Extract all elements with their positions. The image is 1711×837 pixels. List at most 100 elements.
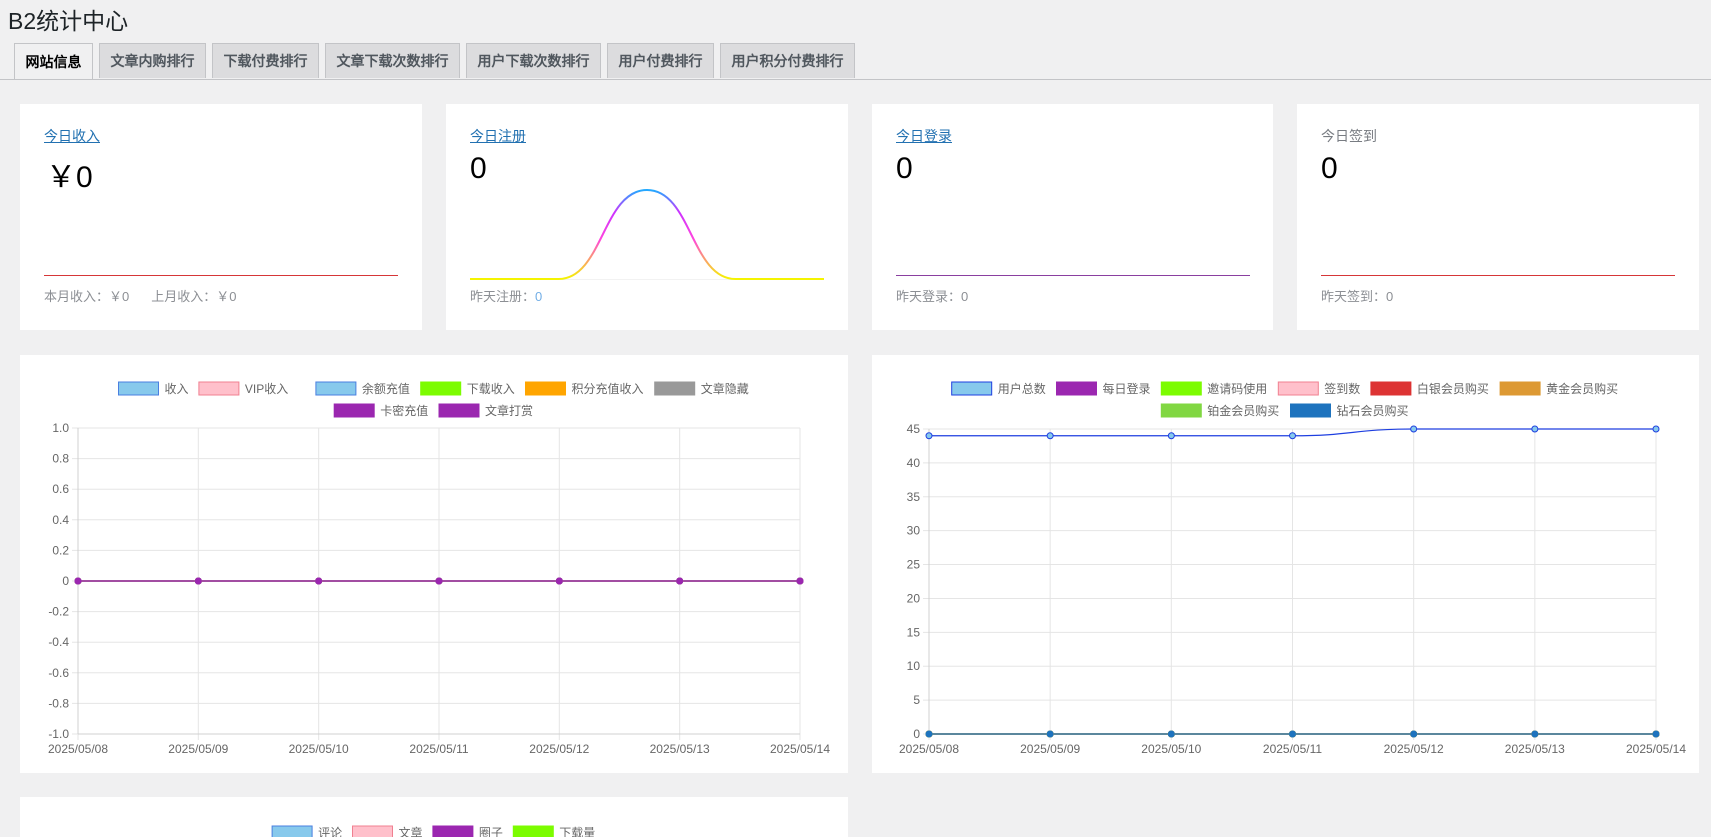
data-point[interactable] [1046, 730, 1054, 738]
data-point[interactable] [676, 577, 684, 585]
data-point[interactable] [1167, 432, 1175, 440]
y-tick-label: 15 [907, 625, 921, 639]
legend-item[interactable]: 用户总数 [951, 381, 1046, 396]
yesterday-login-value: 0 [961, 289, 969, 304]
legend-swatch [1290, 403, 1331, 418]
legend-item[interactable]: 下载量 [512, 825, 595, 837]
legend-swatch [198, 381, 240, 396]
x-tick-label: 2025/05/12 [1384, 742, 1444, 756]
legend-item[interactable]: 评论 [271, 825, 342, 837]
legend-label: 圈子 [479, 826, 503, 837]
users-chart-card: 用户总数 每日登录 邀请码使用 签到数 白银会员购买 黄金会员购买铂金会员购买 钻石会员购买… [872, 355, 1699, 773]
y-tick-label: 0 [913, 727, 920, 741]
data-point[interactable] [194, 577, 202, 585]
today-login-value: 0 [896, 152, 913, 185]
legend-item[interactable]: 下载收入 [420, 381, 515, 396]
x-tick-label: 2025/05/10 [289, 742, 349, 756]
yesterday-checkin-label: 昨天签到： [1321, 289, 1387, 304]
tab-user-download-count-rank[interactable]: 用户下载次数排行 [466, 43, 601, 78]
legend-label: 文章隐藏 [701, 381, 749, 396]
y-tick-label: 0.6 [52, 482, 69, 496]
data-point[interactable] [1167, 730, 1175, 738]
tab-user-pay-rank[interactable]: 用户付费排行 [607, 43, 714, 78]
data-point[interactable] [1289, 432, 1296, 440]
tab-article-purchase-rank[interactable]: 文章内购排行 [99, 43, 206, 78]
y-tick-label: -0.8 [48, 696, 69, 710]
legend-label: 邀请码使用 [1207, 381, 1267, 396]
legend-item[interactable]: 文章 [352, 825, 423, 837]
register-sparkline [470, 188, 824, 280]
x-tick-label: 2025/05/13 [1505, 742, 1565, 756]
month-income-label: 本月收入： [44, 289, 110, 304]
legend-swatch [315, 381, 357, 396]
y-tick-label: 1.0 [52, 421, 69, 435]
legend-swatch [525, 381, 566, 396]
legend-item[interactable]: 签到数 [1277, 381, 1360, 396]
stat-card-checkin: 今日签到 0 昨天签到：0 [1297, 104, 1699, 330]
legend-swatch [118, 381, 159, 396]
data-point[interactable] [74, 577, 82, 585]
data-point[interactable] [315, 577, 323, 585]
legend-swatch [352, 825, 393, 837]
legend-swatch [1160, 381, 1202, 396]
data-point[interactable] [1652, 425, 1660, 433]
legend-swatch [654, 381, 696, 396]
legend-item[interactable]: 圈子 [432, 825, 503, 837]
page-title: B2统计中心 [8, 8, 129, 34]
legend-item[interactable]: 余额充值 [315, 381, 410, 396]
y-tick-label: 0.4 [52, 513, 69, 527]
legend-item[interactable]: 积分充值收入 [525, 381, 644, 396]
y-tick-label: 0 [62, 574, 69, 588]
legend-item[interactable]: 黄金会员购买 [1499, 381, 1618, 396]
today-income-value: ￥0 [46, 161, 93, 194]
last-month-income-label: 上月收入： [151, 289, 217, 304]
x-tick-label: 2025/05/08 [899, 742, 959, 756]
data-point[interactable] [1531, 730, 1539, 738]
legend-label: 白银会员购买 [1417, 381, 1489, 396]
y-tick-label: -1.0 [48, 727, 69, 741]
tab-site-info[interactable]: 网站信息 [14, 43, 93, 79]
data-point[interactable] [1531, 425, 1539, 433]
legend-swatch [1499, 381, 1541, 396]
legend-swatch [1160, 403, 1202, 418]
today-login-link[interactable]: 今日登录 [896, 128, 952, 144]
today-income-link[interactable]: 今日收入 [44, 128, 100, 144]
x-tick-label: 2025/05/14 [770, 742, 830, 756]
legend-item[interactable]: 文章打赏 [438, 403, 533, 418]
legend-item[interactable]: 文章隐藏 [654, 381, 749, 396]
y-tick-label: 0.2 [52, 543, 69, 557]
x-tick-label: 2025/05/09 [1020, 742, 1080, 756]
stat-card-income: 今日收入 ￥0 本月收入：￥0 上月收入：￥0 [20, 104, 422, 330]
data-point[interactable] [555, 577, 563, 585]
data-point[interactable] [1652, 730, 1660, 738]
legend-item[interactable]: 收入 [118, 381, 189, 396]
data-point[interactable] [1289, 730, 1296, 738]
today-register-link[interactable]: 今日注册 [470, 128, 526, 144]
legend-label: 下载收入 [467, 382, 515, 396]
legend-swatch [438, 403, 480, 418]
legend-item[interactable]: 白银会员购买 [1370, 381, 1489, 396]
data-point[interactable] [925, 730, 933, 738]
legend-item[interactable]: 每日登录 [1056, 381, 1151, 396]
data-point[interactable] [1410, 730, 1418, 738]
data-point[interactable] [1046, 432, 1054, 440]
tab-download-pay-rank[interactable]: 下载付费排行 [212, 43, 319, 78]
legend-item[interactable]: 钻石会员购买 [1290, 403, 1409, 418]
x-tick-label: 2025/05/14 [1626, 742, 1686, 756]
data-point[interactable] [925, 432, 933, 440]
legend-swatch [1277, 381, 1319, 396]
legend-item[interactable]: 卡密充值 [333, 403, 428, 418]
data-point[interactable] [1410, 425, 1418, 433]
tab-article-download-count-rank[interactable]: 文章下载次数排行 [325, 43, 460, 78]
data-point[interactable] [435, 577, 443, 585]
tab-user-points-pay-rank[interactable]: 用户积分付费排行 [720, 43, 855, 78]
data-point[interactable] [796, 577, 804, 585]
legend-item[interactable]: VIP收入 [198, 381, 288, 396]
legend-label: 积分充值收入 [572, 381, 644, 396]
legend-label: 收入 [165, 382, 189, 396]
legend-item[interactable]: 铂金会员购买 [1160, 403, 1279, 418]
legend-label: 文章打赏 [485, 403, 533, 418]
legend-item[interactable]: 邀请码使用 [1160, 381, 1267, 396]
income-footer: 本月收入：￥0 上月收入：￥0 [44, 286, 237, 305]
